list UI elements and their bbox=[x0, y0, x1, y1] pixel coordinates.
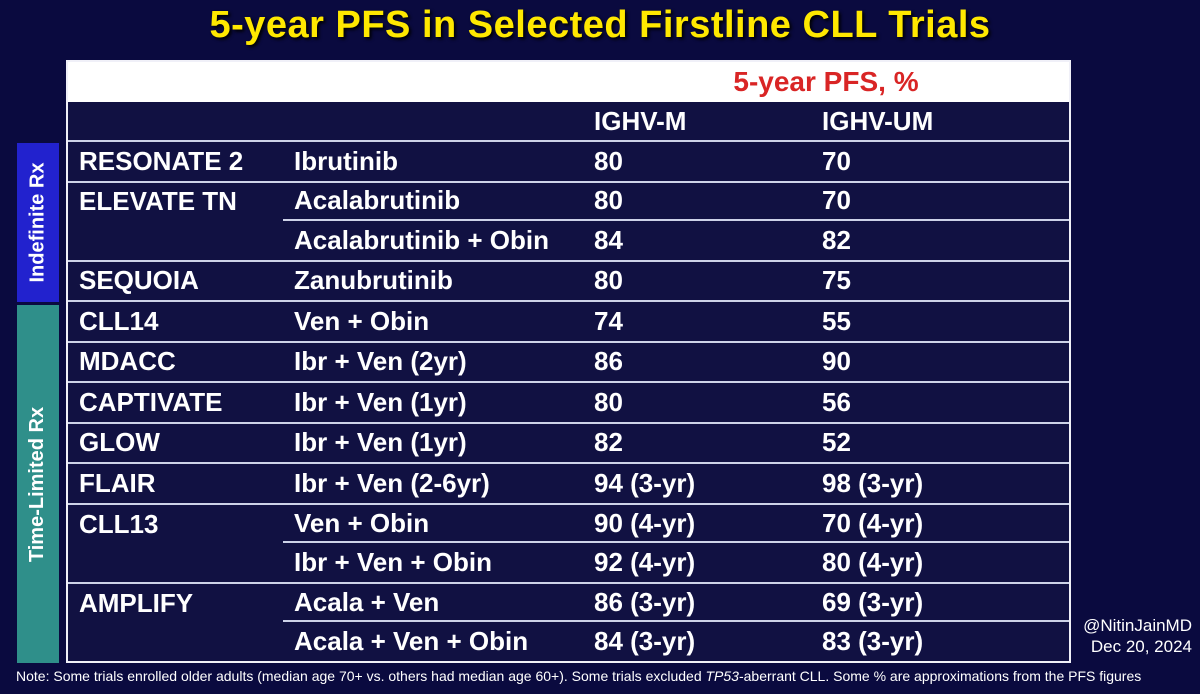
pfs-ighv-um: 70 (4-yr) bbox=[811, 505, 1069, 544]
col-header-treatment bbox=[283, 102, 583, 140]
pfs-ighv-um: 98 (3-yr) bbox=[822, 468, 924, 499]
table-header-pfs-band: 5-year PFS, % bbox=[68, 62, 1069, 102]
pfs-ighv-m: 90 (4-yr) bbox=[583, 505, 811, 544]
trial-name: CLL13 bbox=[79, 508, 159, 539]
pfs-ighv-um: 56 bbox=[822, 386, 851, 417]
pfs-ighv-um: 52 bbox=[822, 427, 851, 458]
table-row-cll13: CLL13 Ven + Obin 90 (4-yr) 70 (4-yr) bbox=[68, 505, 1069, 544]
pfs-ighv-um: 80 (4-yr) bbox=[822, 547, 924, 578]
pfs-ighv-um: 75 bbox=[822, 265, 851, 296]
pfs-ighv-um: 69 (3-yr) bbox=[811, 584, 1069, 623]
trial-name: ELEVATE TN bbox=[79, 186, 237, 217]
footnote-text-before: Note: Some trials enrolled older adults … bbox=[16, 668, 706, 684]
pfs-ighv-um: 70 bbox=[811, 183, 1069, 222]
treatment: Acala + Ven + Obin bbox=[294, 626, 529, 657]
table-row-cll13-triplet: Ibr + Ven + Obin 92 (4-yr) 80 (4-yr) bbox=[68, 543, 1069, 584]
pfs-ighv-um: 90 bbox=[822, 346, 851, 377]
table-row-elevate-tn-obin: Acalabrutinib + Obin 84 82 bbox=[68, 221, 1069, 262]
pfs-ighv-m: 80 bbox=[594, 265, 623, 296]
table-column-headers: IGHV-M IGHV-UM bbox=[68, 102, 1069, 142]
attribution-date: Dec 20, 2024 bbox=[1090, 637, 1192, 656]
table-row-amplify: AMPLIFY Acala + Ven 86 (3-yr) 69 (3-yr) bbox=[68, 584, 1069, 623]
trial-name: CAPTIVATE bbox=[79, 386, 223, 417]
pfs-ighv-um: 70 bbox=[822, 145, 851, 176]
sidebar-time-limited-rx: Time-Limited Rx bbox=[17, 305, 59, 663]
treatment: Acalabrutinib + Obin bbox=[294, 224, 549, 255]
col-header-trial bbox=[68, 102, 283, 140]
trial-name: FLAIR bbox=[79, 468, 156, 499]
treatment: Acalabrutinib bbox=[283, 183, 583, 222]
pfs-ighv-m: 74 bbox=[594, 305, 623, 336]
footnote: Note: Some trials enrolled older adults … bbox=[16, 668, 1141, 684]
pfs-ighv-um: 83 (3-yr) bbox=[822, 626, 924, 657]
trial-name bbox=[68, 543, 283, 582]
table-row-mdacc: MDACC Ibr + Ven (2yr) 86 90 bbox=[68, 343, 1069, 384]
pfs-ighv-m: 84 (3-yr) bbox=[594, 626, 696, 657]
treatment: Ven + Obin bbox=[294, 305, 430, 336]
pfs-ighv-m: 86 bbox=[594, 346, 623, 377]
col-header-ighv-um: IGHV-UM bbox=[822, 105, 934, 136]
table-row-sequoia: SEQUOIA Zanubrutinib 80 75 bbox=[68, 262, 1069, 303]
pfs-ighv-m: 80 bbox=[594, 386, 623, 417]
table-row-cll14: CLL14 Ven + Obin 74 55 bbox=[68, 302, 1069, 343]
table-row-captivate: CAPTIVATE Ibr + Ven (1yr) 80 56 bbox=[68, 383, 1069, 424]
pfs-ighv-m: 80 bbox=[583, 183, 811, 222]
treatment: Ibr + Ven (2-6yr) bbox=[294, 468, 490, 499]
trial-name bbox=[68, 622, 283, 661]
treatment: Acala + Ven bbox=[283, 584, 583, 623]
trial-name: AMPLIFY bbox=[79, 587, 194, 618]
pfs-ighv-um: 82 bbox=[822, 224, 851, 255]
table-row-amplify-triplet: Acala + Ven + Obin 84 (3-yr) 83 (3-yr) bbox=[68, 622, 1069, 661]
trial-name: RESONATE 2 bbox=[79, 145, 244, 176]
pfs-percent-header: 5-year PFS, % bbox=[733, 66, 919, 97]
indefinite-rx-label: Indefinite Rx bbox=[26, 162, 49, 283]
table-row-glow: GLOW Ibr + Ven (1yr) 82 52 bbox=[68, 424, 1069, 465]
pfs-ighv-m: 84 bbox=[594, 224, 623, 255]
trial-name: CLL14 bbox=[79, 305, 159, 336]
treatment: Ven + Obin bbox=[283, 505, 583, 544]
trial-name: SEQUOIA bbox=[79, 265, 199, 296]
footnote-gene-italic: TP53 bbox=[705, 668, 739, 684]
time-limited-rx-label: Time-Limited Rx bbox=[26, 406, 49, 562]
pfs-ighv-m: 92 (4-yr) bbox=[594, 547, 696, 578]
footnote-text-after: -aberrant CLL. Some % are approximations… bbox=[738, 668, 1142, 684]
trial-name: GLOW bbox=[79, 427, 160, 458]
treatment: Ibr + Ven (1yr) bbox=[294, 386, 467, 417]
pfs-ighv-m: 94 (3-yr) bbox=[594, 468, 696, 499]
treatment: Zanubrutinib bbox=[294, 265, 453, 296]
table-row-elevate-tn: ELEVATE TN Acalabrutinib 80 70 bbox=[68, 183, 1069, 222]
trial-name bbox=[68, 221, 283, 260]
attribution: @NitinJainMD Dec 20, 2024 bbox=[1083, 615, 1192, 657]
trial-name: MDACC bbox=[79, 346, 176, 377]
treatment: Ibr + Ven + Obin bbox=[294, 547, 492, 578]
header-spacer bbox=[68, 62, 583, 102]
table-row-flair: FLAIR Ibr + Ven (2-6yr) 94 (3-yr) 98 (3-… bbox=[68, 464, 1069, 505]
treatment: Ibrutinib bbox=[294, 145, 398, 176]
table-row-resonate2: RESONATE 2 Ibrutinib 80 70 bbox=[68, 142, 1069, 183]
pfs-table: 5-year PFS, % IGHV-M IGHV-UM RESONATE 2 … bbox=[66, 60, 1071, 663]
sidebar-indefinite-rx: Indefinite Rx bbox=[17, 143, 59, 302]
page-title: 5-year PFS in Selected Firstline CLL Tri… bbox=[209, 4, 991, 46]
treatment: Ibr + Ven (2yr) bbox=[294, 346, 467, 377]
pfs-ighv-um: 55 bbox=[822, 305, 851, 336]
pfs-ighv-m: 82 bbox=[594, 427, 623, 458]
pfs-ighv-m: 80 bbox=[594, 145, 623, 176]
pfs-ighv-m: 86 (3-yr) bbox=[583, 584, 811, 623]
col-header-ighv-m: IGHV-M bbox=[594, 105, 687, 136]
treatment: Ibr + Ven (1yr) bbox=[294, 427, 467, 458]
attribution-handle: @NitinJainMD bbox=[1083, 616, 1192, 635]
